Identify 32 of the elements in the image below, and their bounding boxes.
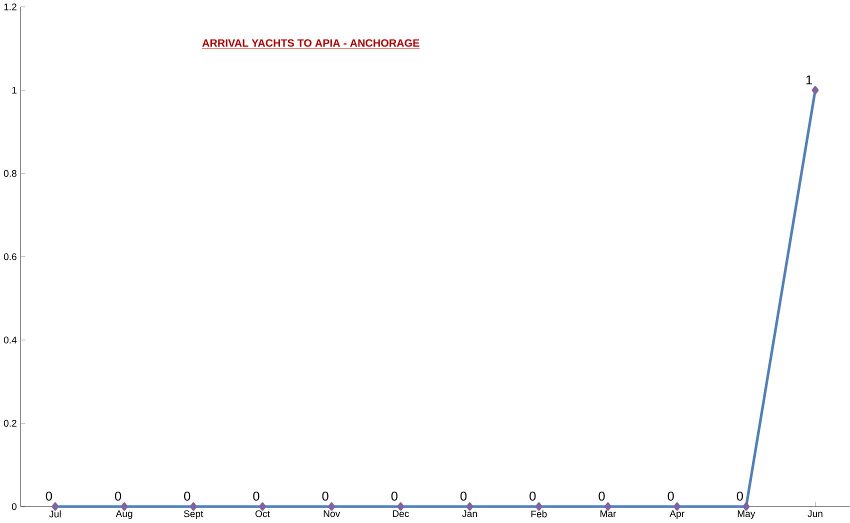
y-tick-label: 1.2 <box>4 4 16 10</box>
x-tick-label: Mar <box>600 510 616 518</box>
x-tick-label: Nov <box>324 510 340 518</box>
y-tick-label: 0 <box>12 503 17 510</box>
x-tick-label: Oct <box>255 510 270 518</box>
x-tick-label: Jul <box>49 510 61 518</box>
x-tick-label: Feb <box>531 510 547 518</box>
y-tick-label: 0.4 <box>4 336 17 344</box>
data-label: 0 <box>668 492 674 501</box>
data-label: 1 <box>806 76 812 84</box>
data-label: 0 <box>460 492 467 501</box>
x-tick-label: Jan <box>462 510 477 518</box>
x-tick-label: Sept <box>184 510 204 520</box>
data-label: 0 <box>530 492 536 501</box>
data-label: 0 <box>46 492 52 501</box>
x-tick-label: Apr <box>670 510 684 520</box>
data-label: 0 <box>598 492 605 501</box>
data-label: 0 <box>736 492 743 501</box>
x-tick-label: Dec <box>392 510 409 518</box>
data-label: 0 <box>322 492 328 501</box>
x-tick-label: May <box>738 510 756 520</box>
y-tick-label: 0.6 <box>4 254 16 260</box>
data-label: 0 <box>114 492 122 501</box>
data-label: 0 <box>391 492 398 501</box>
y-tick-label: 1 <box>12 87 16 94</box>
x-tick-label: Jun <box>808 510 822 518</box>
y-tick-label: 0.8 <box>4 170 16 178</box>
x-tick-label: Aug <box>116 510 132 520</box>
data-label: 0 <box>184 492 190 501</box>
data-label: 0 <box>253 492 260 501</box>
y-tick-label: 0.2 <box>4 420 16 427</box>
text: ARRIVAL YACHTS TO APIA - ANCHORAGE <box>202 39 420 47</box>
